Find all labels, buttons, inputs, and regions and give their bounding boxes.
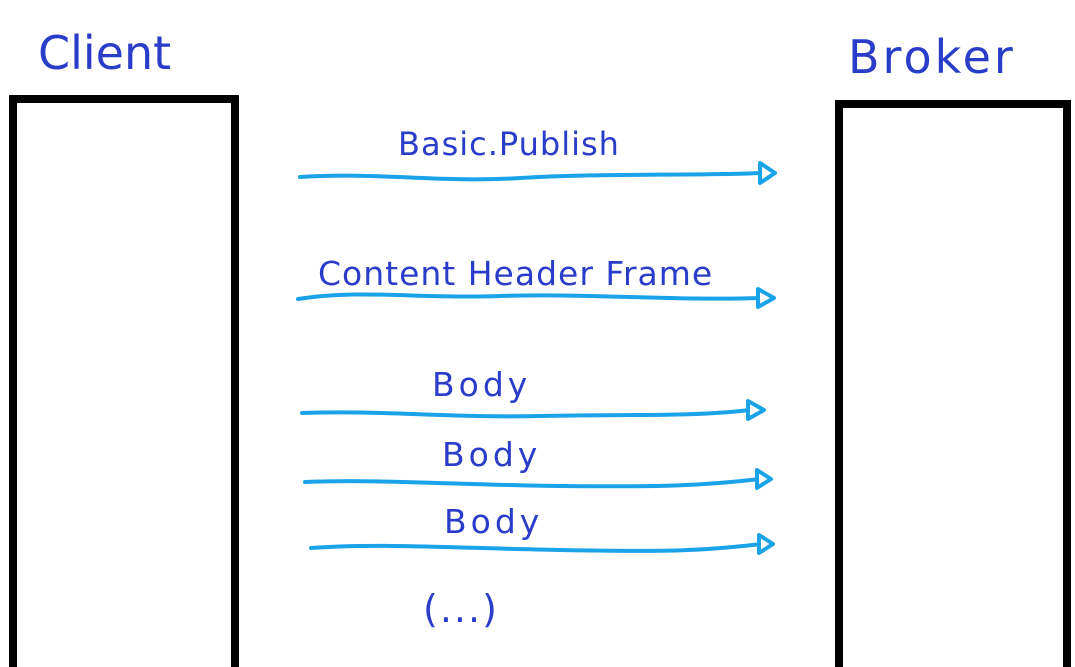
message-label-basic-publish: Basic.Publish [398,125,620,163]
message-label-body-1: Body [432,365,532,404]
message-arrow-content-header-frame [296,292,762,301]
message-arrow-basic-publish [298,171,764,182]
arrowhead-icon [756,287,776,309]
arrowhead-icon [746,399,766,421]
message-arrow-body-1 [300,408,752,419]
client-title: Client [38,26,172,80]
message-label-body-2: Body [442,435,542,474]
client-lifeline-box [9,95,239,667]
message-label-body-3: Body [444,502,544,541]
arrowhead-icon [758,161,777,185]
message-arrow-body-3 [309,542,764,553]
message-arrow-body-2 [303,477,762,489]
broker-title: Broker [848,30,1016,84]
arrowhead-icon [755,468,773,490]
message-label-content-header-frame: Content Header Frame [318,254,714,293]
arrowhead-icon [757,533,775,555]
broker-lifeline-box [835,100,1071,667]
continuation-ellipsis: (...) [423,587,499,631]
